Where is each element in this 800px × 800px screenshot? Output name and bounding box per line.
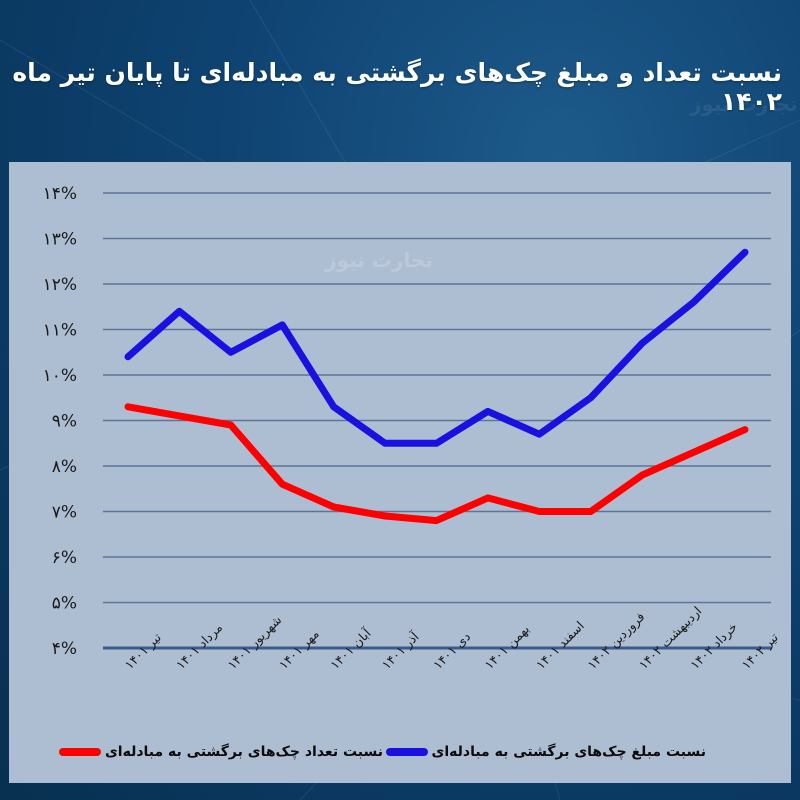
legend-label-amount: نسبت مبلغ چک‌های برگشتی به مبادله‌ای — [431, 744, 706, 760]
y-tick-label: ۱۳% — [43, 230, 77, 250]
x-tick-label: شهریور ۱۴۰۱ — [224, 612, 285, 673]
watermark: تجارت نیوز — [690, 92, 798, 116]
y-tick-label: ۱۱% — [43, 321, 77, 341]
legend-swatch-blue — [385, 748, 428, 756]
x-tick-label: آذر ۱۴۰۱ — [379, 629, 423, 673]
y-tick-label: ۷% — [52, 503, 77, 523]
watermark-inner: تجارت نیوز — [324, 248, 433, 272]
line-chart: تجارت نیوز ۴% ۵% ۶% ۷% ۸% ۹% ۱۰% ۱۱% ۱۲% ۱۳% ۱۴% تیر… — [43, 184, 782, 673]
series-line-amount — [124, 248, 749, 447]
legend-label-count: نسبت تعداد چک‌های برگشتی به مبادله‌ای — [104, 744, 383, 760]
x-tick-label: تیر ۱۴۰۲ — [739, 629, 782, 672]
y-tick-label: ۱۲% — [43, 275, 77, 295]
y-tick-label: ۸% — [52, 457, 77, 477]
y-tick-label: ۶% — [52, 548, 77, 568]
x-tick-label: مرداد ۱۴۰۱ — [173, 620, 226, 673]
legend-item-count: نسبت تعداد چک‌های برگشتی به مبادله‌ای — [58, 744, 383, 760]
y-tick-label: ۱۰% — [43, 366, 77, 386]
legend-swatch-red — [58, 748, 101, 756]
y-tick-label: ۹% — [52, 412, 77, 432]
chart-panel: تجارت نیوز ۴% ۵% ۶% ۷% ۸% ۹% ۱۰% ۱۱% ۱۲% ۱۳% ۱۴% تیر… — [9, 162, 791, 783]
x-tick-label: خرداد ۱۴۰۲ — [687, 619, 741, 673]
y-tick-label: ۵% — [52, 594, 77, 614]
y-tick-label: ۴% — [52, 639, 77, 659]
chart-title: نسبت تعداد و مبلغ چک‌های برگشتی به مبادل… — [12, 58, 782, 116]
series-line-count — [124, 403, 749, 525]
y-tick-label: ۱۴% — [43, 184, 77, 204]
x-tick-label: اسفند ۱۴۰۱ — [533, 618, 587, 672]
chart-legend: نسبت مبلغ چک‌های برگشتی به مبادله‌ای نسب… — [9, 744, 791, 774]
legend-item-amount: نسبت مبلغ چک‌های برگشتی به مبادله‌ای — [385, 744, 706, 760]
x-tick-label: دی ۱۴۰۱ — [430, 629, 473, 672]
x-tick-label: تیر ۱۴۰۱ — [122, 629, 165, 672]
